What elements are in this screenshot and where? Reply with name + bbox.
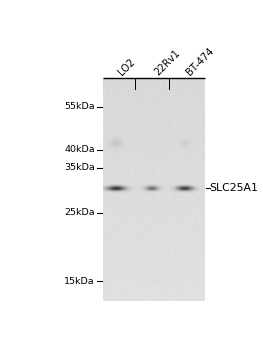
Text: 15kDa: 15kDa — [64, 277, 95, 286]
Text: SLC25A1: SLC25A1 — [209, 183, 258, 193]
Text: LO2: LO2 — [117, 56, 137, 77]
Text: 35kDa: 35kDa — [64, 163, 95, 172]
Text: 22Rv1: 22Rv1 — [152, 47, 182, 77]
Text: 25kDa: 25kDa — [64, 208, 95, 217]
Text: BT-474: BT-474 — [185, 46, 216, 77]
Text: 40kDa: 40kDa — [64, 145, 95, 154]
Text: 55kDa: 55kDa — [64, 103, 95, 111]
